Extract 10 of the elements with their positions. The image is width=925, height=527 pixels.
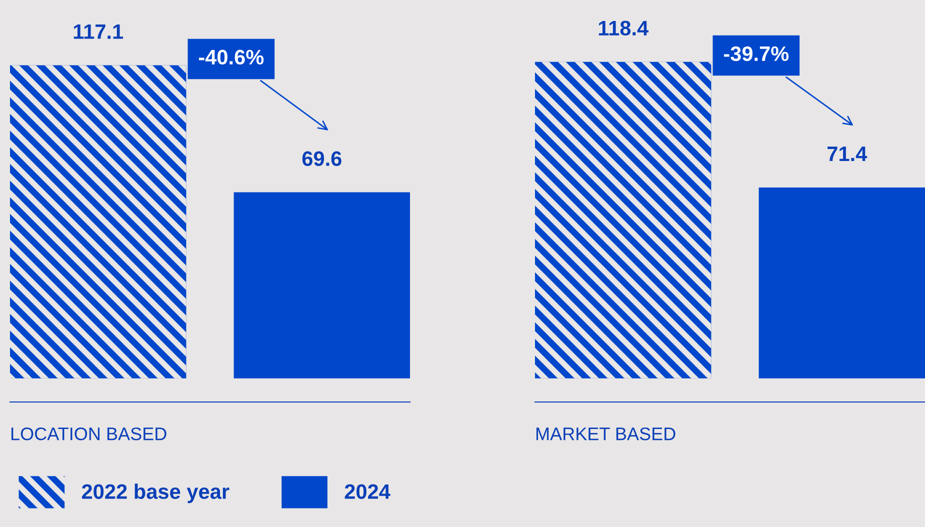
text: -40.6% xyxy=(198,50,264,65)
data-label: 71.4 xyxy=(828,146,868,161)
text: 2022 base year xyxy=(82,484,230,504)
data-label: 69.6 xyxy=(302,151,342,166)
data-label: 117.1 xyxy=(74,24,124,39)
x-axis-title: MARKET BASED xyxy=(536,427,676,440)
text: -39.7% xyxy=(724,46,789,62)
data-label: 118.4 xyxy=(598,20,648,36)
legend-label: 2024 xyxy=(344,484,390,499)
x-axis-title: LOCATION BASED xyxy=(11,427,166,440)
